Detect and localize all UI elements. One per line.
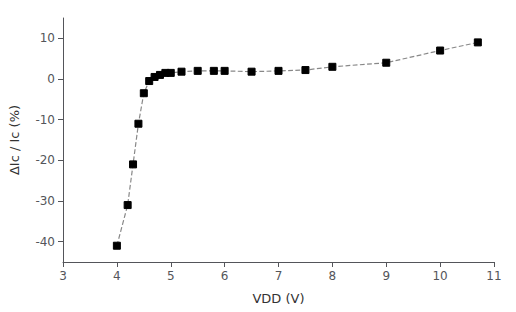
svg-text:4: 4 [113, 269, 121, 283]
svg-text:0: 0 [47, 72, 55, 86]
svg-text:VDD (V): VDD (V) [252, 291, 304, 306]
svg-text:-10: -10 [35, 113, 55, 127]
svg-text:6: 6 [221, 269, 229, 283]
svg-text:7: 7 [275, 269, 283, 283]
svg-text:5: 5 [167, 269, 175, 283]
svg-text:3: 3 [59, 269, 67, 283]
svg-text:8: 8 [329, 269, 337, 283]
svg-text:10: 10 [432, 269, 447, 283]
svg-text:-40: -40 [35, 235, 55, 249]
svg-text:-20: -20 [35, 153, 55, 167]
svg-text:9: 9 [382, 269, 390, 283]
svg-text:ΔIc / Ic (%): ΔIc / Ic (%) [7, 105, 22, 175]
svg-text:11: 11 [486, 269, 501, 283]
svg-text:-30: -30 [35, 194, 55, 208]
svg-text:10: 10 [40, 31, 55, 45]
